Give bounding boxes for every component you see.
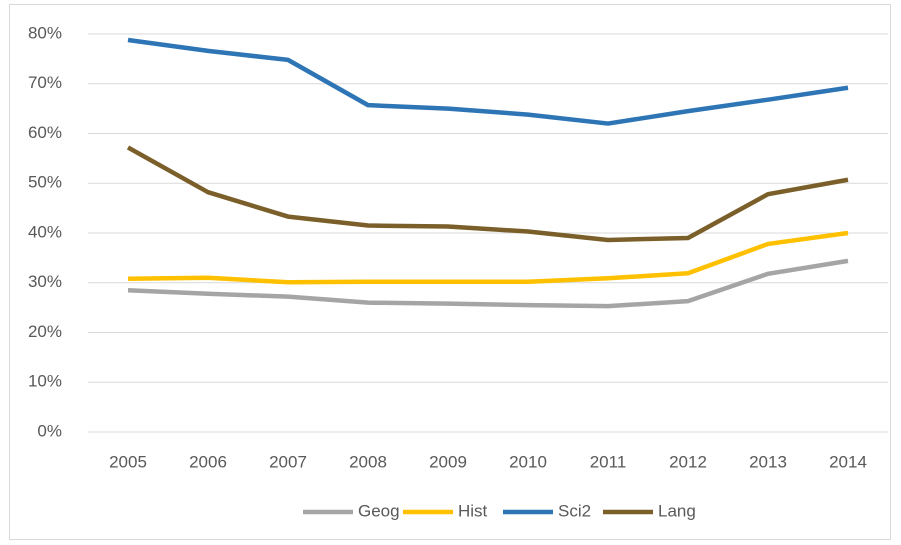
- legend-label: Sci2: [558, 501, 591, 520]
- x-tick-label: 2009: [429, 452, 467, 471]
- y-tick-label: 80%: [28, 23, 62, 42]
- y-tick-label: 10%: [28, 372, 62, 391]
- x-tick-label: 2012: [669, 452, 707, 471]
- series-line: [127, 230, 849, 285]
- series-line: [127, 37, 849, 126]
- y-tick-label: 20%: [28, 322, 62, 341]
- x-tick-label: 2014: [829, 452, 867, 471]
- legend-label: Geog: [358, 501, 400, 520]
- chart-frame: [9, 4, 891, 540]
- y-tick-label: 0%: [37, 421, 62, 440]
- y-tick-label: 50%: [28, 173, 62, 192]
- x-tick-label: 2006: [189, 452, 227, 471]
- legend-label: Hist: [458, 501, 488, 520]
- series-line: [127, 258, 849, 309]
- x-tick-label: 2011: [590, 452, 627, 471]
- x-tick-label: 2007: [269, 452, 307, 471]
- y-tick-label: 40%: [28, 222, 62, 241]
- y-tick-label: 30%: [28, 272, 62, 291]
- x-tick-label: 2005: [109, 452, 147, 471]
- series-line: [126, 145, 849, 243]
- x-tick-label: 2008: [349, 452, 387, 471]
- y-tick-label: 70%: [28, 73, 62, 92]
- y-tick-label: 60%: [28, 123, 62, 142]
- x-tick-label: 2013: [749, 452, 787, 471]
- x-tick-label: 2010: [509, 452, 547, 471]
- legend-label: Lang: [658, 501, 696, 520]
